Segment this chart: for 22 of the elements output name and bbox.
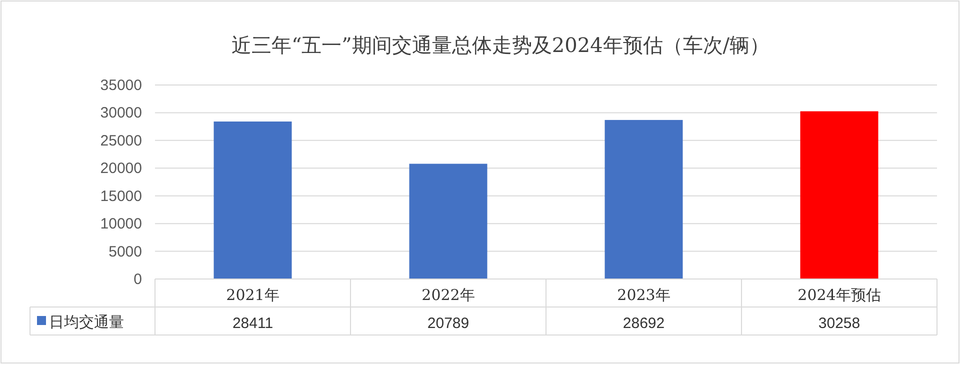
bar bbox=[800, 111, 878, 279]
chart-title: 近三年“五一”期间交通量总体走势及2024年预估（车次/辆） bbox=[231, 33, 770, 57]
y-tick-label: 25000 bbox=[100, 132, 142, 150]
data-label: 20789 bbox=[427, 315, 470, 332]
x-tick-label: 2021年 bbox=[226, 286, 280, 304]
legend-label: 日均交通量 bbox=[49, 313, 124, 331]
y-tick-label: 20000 bbox=[100, 160, 142, 178]
bar bbox=[409, 164, 488, 279]
y-tick-label: 10000 bbox=[100, 216, 142, 233]
data-label: 30258 bbox=[818, 315, 860, 332]
y-tick-label: 0 bbox=[134, 271, 142, 288]
x-tick-label: 2022年 bbox=[422, 286, 475, 304]
y-tick-label: 35000 bbox=[100, 77, 142, 94]
y-tick-label: 30000 bbox=[100, 104, 142, 122]
data-label: 28692 bbox=[622, 315, 665, 332]
y-tick-label: 5000 bbox=[108, 243, 142, 260]
x-tick-label: 2024年预估 bbox=[798, 286, 881, 304]
data-label: 28411 bbox=[232, 315, 274, 332]
x-tick-label: 2023年 bbox=[617, 286, 670, 304]
bar bbox=[214, 122, 292, 279]
y-tick-label: 15000 bbox=[100, 188, 142, 205]
bar bbox=[604, 120, 683, 279]
